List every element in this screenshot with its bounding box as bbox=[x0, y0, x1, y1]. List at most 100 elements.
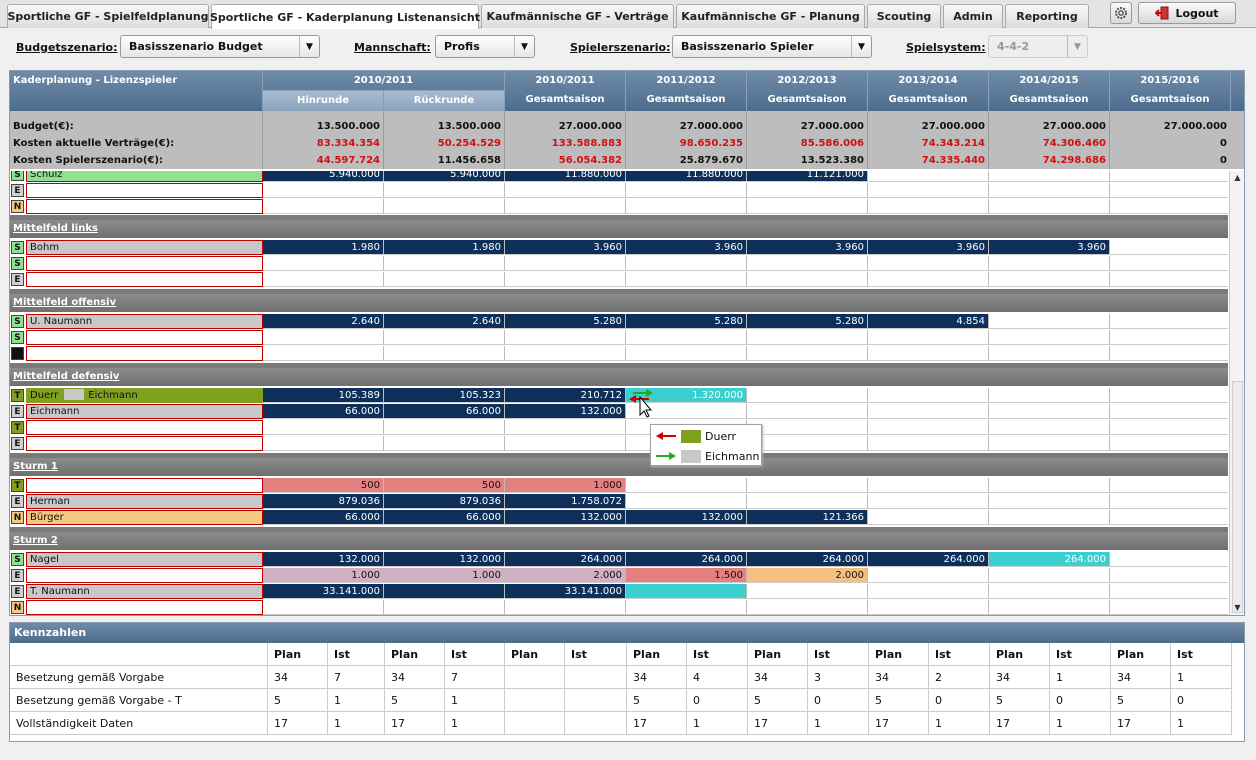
value-cell[interactable]: 66.000 bbox=[384, 404, 505, 419]
settings-button[interactable] bbox=[1110, 2, 1132, 24]
value-cell[interactable] bbox=[384, 346, 505, 361]
value-cell[interactable] bbox=[626, 600, 747, 615]
value-cell[interactable] bbox=[626, 478, 747, 493]
value-cell[interactable] bbox=[384, 436, 505, 451]
value-cell[interactable] bbox=[1110, 568, 1228, 583]
value-cell[interactable] bbox=[989, 494, 1110, 509]
value-cell[interactable]: 121.366 bbox=[747, 510, 868, 525]
scroll-thumb[interactable] bbox=[1232, 381, 1243, 613]
player-status-badge[interactable]: S bbox=[11, 171, 24, 181]
player-status-badge[interactable]: S bbox=[11, 257, 24, 270]
value-cell[interactable]: 5.940.000 bbox=[384, 171, 505, 182]
value-cell[interactable]: 264.000 bbox=[747, 552, 868, 567]
value-cell[interactable] bbox=[747, 346, 868, 361]
value-cell[interactable] bbox=[626, 256, 747, 271]
vertical-scrollbar[interactable]: ▲ ▼ bbox=[1229, 171, 1244, 615]
player-status-badge[interactable]: E bbox=[11, 273, 24, 286]
value-cell[interactable] bbox=[263, 420, 384, 435]
player-status-badge[interactable]: T bbox=[11, 479, 24, 492]
value-cell[interactable] bbox=[263, 330, 384, 345]
value-cell[interactable] bbox=[989, 388, 1110, 403]
value-cell[interactable] bbox=[505, 346, 626, 361]
value-cell[interactable]: 879.036 bbox=[263, 494, 384, 509]
value-cell[interactable] bbox=[1110, 314, 1228, 329]
value-cell[interactable] bbox=[747, 420, 868, 435]
value-cell[interactable] bbox=[1110, 272, 1228, 287]
swap-arrows-icon[interactable] bbox=[627, 388, 657, 418]
value-cell[interactable] bbox=[868, 272, 989, 287]
value-cell[interactable] bbox=[989, 568, 1110, 583]
value-cell[interactable] bbox=[989, 436, 1110, 451]
value-cell[interactable] bbox=[1110, 436, 1228, 451]
value-cell[interactable] bbox=[384, 183, 505, 198]
player-name-field[interactable] bbox=[26, 420, 263, 435]
value-cell[interactable] bbox=[626, 404, 747, 419]
value-cell[interactable]: 3.960 bbox=[989, 240, 1110, 255]
value-cell[interactable] bbox=[989, 183, 1110, 198]
value-cell[interactable] bbox=[263, 272, 384, 287]
player-name-field[interactable] bbox=[26, 346, 263, 361]
value-cell[interactable]: 132.000 bbox=[384, 552, 505, 567]
value-cell[interactable] bbox=[989, 346, 1110, 361]
player-status-badge[interactable]: S bbox=[11, 241, 24, 254]
value-cell[interactable] bbox=[868, 436, 989, 451]
value-cell[interactable] bbox=[747, 388, 868, 403]
value-cell[interactable]: 1.500 bbox=[626, 568, 747, 583]
value-cell[interactable] bbox=[747, 330, 868, 345]
value-cell[interactable] bbox=[505, 183, 626, 198]
value-cell[interactable]: 1.000 bbox=[384, 568, 505, 583]
value-cell[interactable] bbox=[747, 199, 868, 214]
value-cell[interactable]: 1.320.000 bbox=[626, 388, 747, 403]
value-cell[interactable] bbox=[505, 256, 626, 271]
position-section-header[interactable]: Sturm 2 bbox=[10, 532, 1228, 550]
team-select[interactable]: Profis ▼ bbox=[435, 35, 535, 58]
value-cell[interactable] bbox=[1110, 552, 1228, 567]
value-cell[interactable]: 132.000 bbox=[263, 552, 384, 567]
tab-admin[interactable]: Admin bbox=[943, 4, 1003, 28]
value-cell[interactable] bbox=[1110, 404, 1228, 419]
value-cell[interactable]: 11.880.000 bbox=[505, 171, 626, 182]
value-cell[interactable]: 264.000 bbox=[505, 552, 626, 567]
tab-scouting[interactable]: Scouting bbox=[867, 4, 941, 28]
value-cell[interactable] bbox=[868, 494, 989, 509]
player-name-field[interactable]: U. Naumann bbox=[26, 314, 263, 329]
value-cell[interactable] bbox=[989, 314, 1110, 329]
value-cell[interactable] bbox=[626, 272, 747, 287]
tab-planung[interactable]: Kaufmännische GF - Planung bbox=[676, 4, 865, 28]
player-name-field[interactable]: T. Naumann bbox=[26, 584, 263, 599]
value-cell[interactable] bbox=[868, 510, 989, 525]
value-cell[interactable] bbox=[263, 183, 384, 198]
player-name-field[interactable]: Schulz bbox=[26, 171, 263, 182]
position-section-header[interactable]: Sturm 1 bbox=[10, 458, 1228, 476]
value-cell[interactable] bbox=[263, 346, 384, 361]
value-cell[interactable]: 5.940.000 bbox=[263, 171, 384, 182]
tab-kaderplanung[interactable]: Sportliche GF - Kaderplanung Listenansic… bbox=[210, 4, 480, 29]
value-cell[interactable]: 3.960 bbox=[626, 240, 747, 255]
value-cell[interactable] bbox=[868, 568, 989, 583]
value-cell[interactable]: 4.854 bbox=[868, 314, 989, 329]
value-cell[interactable] bbox=[747, 404, 868, 419]
value-cell[interactable]: 3.960 bbox=[747, 240, 868, 255]
player-status-badge[interactable]: S bbox=[11, 315, 24, 328]
value-cell[interactable]: 66.000 bbox=[384, 510, 505, 525]
position-section-header[interactable]: Mittelfeld defensiv bbox=[10, 368, 1228, 386]
value-cell[interactable] bbox=[505, 199, 626, 214]
value-cell[interactable]: 33.141.000 bbox=[263, 584, 384, 599]
value-cell[interactable]: 11.121.000 bbox=[747, 171, 868, 182]
player-status-badge[interactable]: E bbox=[11, 184, 24, 197]
player-status-badge[interactable]: S bbox=[11, 331, 24, 344]
value-cell[interactable] bbox=[747, 256, 868, 271]
value-cell[interactable] bbox=[747, 494, 868, 509]
value-cell[interactable]: 879.036 bbox=[384, 494, 505, 509]
value-cell[interactable] bbox=[989, 171, 1110, 182]
value-cell[interactable] bbox=[868, 256, 989, 271]
value-cell[interactable] bbox=[868, 346, 989, 361]
value-cell[interactable]: 2.000 bbox=[505, 568, 626, 583]
value-cell[interactable] bbox=[747, 478, 868, 493]
value-cell[interactable] bbox=[989, 584, 1110, 599]
value-cell[interactable] bbox=[747, 436, 868, 451]
value-cell[interactable] bbox=[626, 494, 747, 509]
value-cell[interactable] bbox=[989, 199, 1110, 214]
player-status-badge[interactable]: T bbox=[11, 421, 24, 434]
value-cell[interactable] bbox=[626, 346, 747, 361]
